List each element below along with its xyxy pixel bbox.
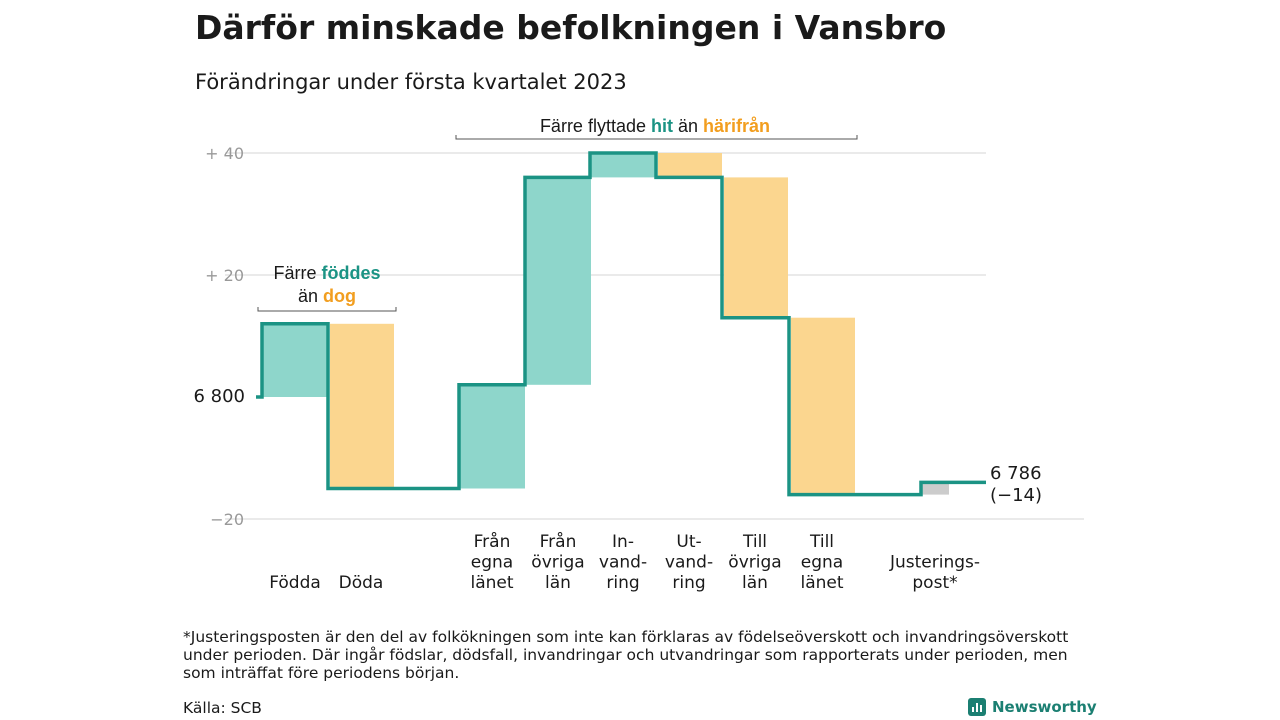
bar-out bbox=[724, 177, 788, 318]
annotation-text: än dog bbox=[298, 286, 356, 306]
annotation-text: Färre flyttade hit än härifrån bbox=[540, 116, 770, 136]
y-tick-label: −20 bbox=[210, 510, 244, 529]
annotation-text: Färre föddes bbox=[273, 263, 380, 283]
bar-out bbox=[658, 153, 722, 178]
source-label: Källa: SCB bbox=[183, 699, 262, 717]
newsworthy-logo-icon bbox=[968, 698, 986, 716]
bar-adjust bbox=[921, 482, 949, 495]
y-tick-label: + 20 bbox=[205, 266, 244, 285]
footnote: *Justeringsposten är den del av folkökni… bbox=[183, 628, 1069, 682]
category-label: Från övriga län bbox=[531, 531, 584, 593]
start-value-label: 6 800 bbox=[193, 386, 245, 407]
bar-out bbox=[330, 323, 394, 489]
waterfall-chart: + 40 + 20 −20 Födda Döda Från egna länet Från övr… bbox=[193, 116, 1084, 594]
y-tick-label: + 40 bbox=[205, 144, 244, 163]
category-label: Till egna länet bbox=[800, 532, 843, 593]
category-label: In-vand-ring bbox=[599, 532, 647, 593]
cumulative-step-line bbox=[256, 151, 986, 497]
bar-in bbox=[525, 177, 591, 385]
category-label: Ut-vand-ring bbox=[665, 532, 713, 593]
bar-out bbox=[791, 317, 855, 495]
bar-in bbox=[590, 153, 656, 178]
category-label: Födda bbox=[269, 573, 321, 593]
brand-name: Newsworthy bbox=[992, 698, 1097, 716]
end-value-label: 6 786 bbox=[990, 463, 1042, 484]
category-label: Döda bbox=[339, 573, 384, 593]
end-change-label: (−14) bbox=[990, 485, 1042, 506]
bar-in bbox=[459, 384, 525, 489]
brand-logo: Newsworthy bbox=[968, 696, 1097, 718]
page-title: Därför minskade befolkningen i Vansbro bbox=[195, 8, 947, 47]
page-subtitle: Förändringar under första kvartalet 2023 bbox=[195, 70, 627, 94]
category-label: Till övriga län bbox=[728, 532, 781, 593]
category-label: Från egna länet bbox=[470, 531, 513, 593]
annotation-bracket bbox=[455, 135, 858, 140]
annotation-bracket bbox=[257, 307, 397, 312]
category-label: Justerings-post* bbox=[889, 553, 980, 594]
bar-in bbox=[262, 323, 328, 397]
